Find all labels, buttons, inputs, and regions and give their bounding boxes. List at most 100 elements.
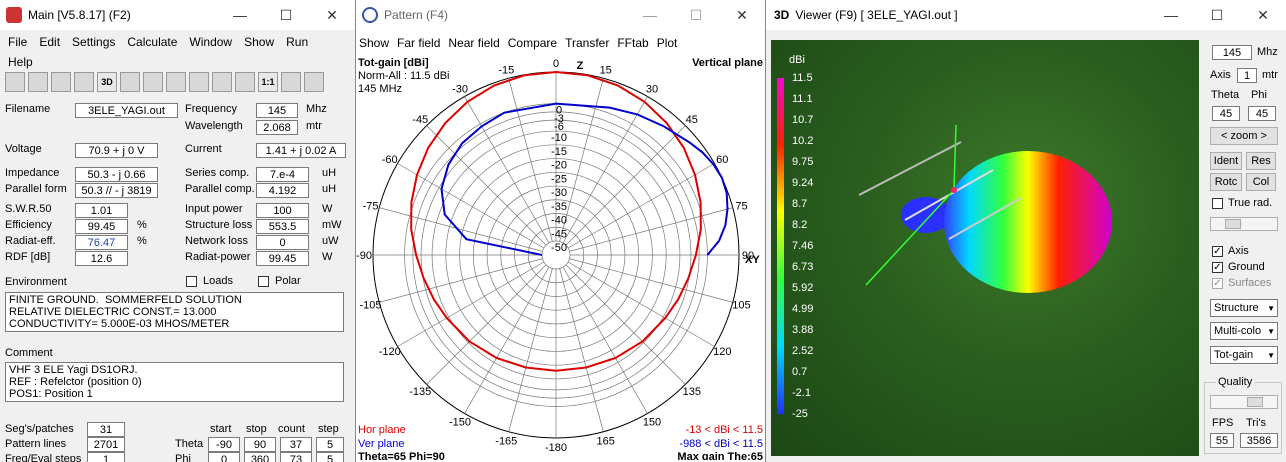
ident-button[interactable]: Ident bbox=[1210, 152, 1242, 170]
minimize-button[interactable]: — bbox=[233, 7, 247, 23]
menu-calculate[interactable]: Calculate bbox=[127, 35, 178, 49]
scale-label: 2.52 bbox=[792, 345, 814, 357]
ring-label: -35 bbox=[551, 201, 567, 213]
gain-type-select[interactable]: Tot-gain ▼ bbox=[1210, 346, 1278, 364]
close-button[interactable]: ✕ bbox=[326, 6, 338, 23]
quality-slider[interactable] bbox=[1210, 395, 1278, 409]
phi-count[interactable]: 73 bbox=[280, 452, 312, 462]
pattern-minimize-button[interactable]: — bbox=[643, 7, 657, 23]
pattern-maximize-button[interactable]: ☐ bbox=[689, 6, 703, 23]
true-rad-checkbox[interactable] bbox=[1212, 198, 1223, 209]
angle-label: -45 bbox=[412, 114, 428, 126]
menu-show[interactable]: Show bbox=[244, 35, 275, 49]
filename-field[interactable]: 3ELE_YAGI.out bbox=[75, 103, 178, 118]
loads-checkbox[interactable] bbox=[186, 276, 197, 287]
menu-near-field[interactable]: Near field bbox=[448, 36, 500, 50]
maximize-button[interactable]: ☐ bbox=[279, 6, 293, 23]
menu-settings[interactable]: Settings bbox=[72, 35, 116, 49]
menu-plot[interactable]: Plot bbox=[656, 36, 678, 50]
ground-checkbox[interactable]: ✓ bbox=[1212, 262, 1223, 273]
radiat-power-field: 99.45 bbox=[256, 251, 309, 266]
toolbar-1-1-button[interactable]: 1:1 bbox=[258, 72, 278, 92]
zoom-label: zoom bbox=[1230, 130, 1258, 142]
pattern-lines-field[interactable]: 2701 bbox=[87, 437, 125, 452]
angle-spoke bbox=[397, 163, 545, 249]
copy-icon[interactable] bbox=[28, 72, 48, 92]
radiat-power-unit: W bbox=[322, 251, 333, 263]
pattern-close-button[interactable]: ✕ bbox=[736, 6, 748, 23]
theta-step[interactable]: 5 bbox=[316, 437, 344, 452]
col-button[interactable]: Col bbox=[1246, 173, 1276, 191]
book-icon[interactable] bbox=[281, 72, 301, 92]
structure-select[interactable]: Structure ▼ bbox=[1210, 299, 1278, 317]
angle-spoke bbox=[567, 163, 715, 249]
pattern-app-icon bbox=[362, 7, 378, 23]
zoom-control[interactable]: < zoom > bbox=[1210, 127, 1278, 145]
series-comp-unit: uH bbox=[322, 167, 337, 179]
viewer-title: Viewer (F9) [ 3ELE_YAGI.out ] bbox=[795, 8, 958, 22]
radiat-eff-field: 76.47 bbox=[75, 235, 128, 250]
menu-edit[interactable]: Edit bbox=[39, 35, 61, 49]
target-icon[interactable] bbox=[166, 72, 186, 92]
viewer-close-button[interactable]: ✕ bbox=[1257, 6, 1269, 23]
bulb-icon[interactable] bbox=[51, 72, 71, 92]
ruler-icon[interactable] bbox=[235, 72, 255, 92]
menu-file[interactable]: File bbox=[8, 35, 28, 49]
viewer-slider-1[interactable] bbox=[1210, 217, 1278, 231]
surfaces-checkbox[interactable]: ✓ bbox=[1212, 278, 1223, 289]
menu-help[interactable]: Help bbox=[8, 55, 33, 69]
globe-icon[interactable] bbox=[120, 72, 140, 92]
menu-transfer[interactable]: Transfer bbox=[565, 36, 610, 50]
calc-icon[interactable] bbox=[212, 72, 232, 92]
zoom-out-icon[interactable]: < bbox=[1221, 130, 1228, 142]
viewer-canvas[interactable]: dBi 11.5 11.1 10.7 10.2 9.75 9.24 8.7 8.2 7.46 6.… bbox=[771, 40, 1199, 456]
stop-header: stop bbox=[246, 423, 267, 435]
menu-compare[interactable]: Compare bbox=[507, 36, 558, 50]
menu-far-field[interactable]: Far field bbox=[397, 36, 441, 50]
viewer-maximize-button[interactable]: ☐ bbox=[1210, 6, 1224, 23]
frequency-field[interactable]: 145 bbox=[256, 103, 298, 118]
phi-step[interactable]: 5 bbox=[316, 452, 344, 462]
cube-icon[interactable] bbox=[74, 72, 94, 92]
polar-checkbox[interactable] bbox=[258, 276, 269, 287]
color-mode-select[interactable]: Multi-colo ▼ bbox=[1210, 322, 1278, 340]
main-titlebar: Main [V5.8.17] (F2) — ☐ ✕ bbox=[0, 0, 355, 30]
menu-fftab[interactable]: FFtab bbox=[617, 36, 649, 50]
viewer-theta-field[interactable]: 45 bbox=[1212, 106, 1240, 121]
chart-icon[interactable] bbox=[189, 72, 209, 92]
theta-start[interactable]: -90 bbox=[208, 437, 240, 452]
theta-label: Theta bbox=[175, 438, 204, 450]
angle-label: 30 bbox=[646, 84, 658, 96]
angle-spoke bbox=[569, 207, 733, 252]
axis-checkbox[interactable]: ✓ bbox=[1212, 246, 1223, 257]
phi-stop[interactable]: 360 bbox=[244, 452, 276, 462]
viewer-axis-field[interactable]: 1 bbox=[1237, 68, 1257, 83]
open-icon[interactable] bbox=[5, 72, 25, 92]
viewer-phi-field[interactable]: 45 bbox=[1248, 106, 1276, 121]
freq-steps-field[interactable]: 1 bbox=[87, 452, 125, 462]
res-button[interactable]: Res bbox=[1246, 152, 1276, 170]
toolbar-3D-button[interactable]: 3D bbox=[97, 72, 117, 92]
menu-run[interactable]: Run bbox=[286, 35, 309, 49]
viewer-freq-field[interactable]: 145 bbox=[1212, 45, 1252, 60]
grid-icon[interactable] bbox=[143, 72, 163, 92]
theta-stop[interactable]: 90 bbox=[244, 437, 276, 452]
angle-label: -120 bbox=[379, 346, 401, 358]
rotc-button[interactable]: Rotc bbox=[1210, 173, 1242, 191]
color-mode-select-value: Multi-colo bbox=[1214, 325, 1262, 337]
scale-label: 11.1 bbox=[792, 93, 813, 105]
network-loss-label: Network loss bbox=[185, 235, 248, 247]
angle-spoke bbox=[426, 264, 547, 385]
viewer-minimize-button[interactable]: — bbox=[1164, 7, 1178, 23]
segs-field[interactable]: 31 bbox=[87, 422, 125, 437]
environment-text[interactable]: FINITE GROUND. SOMMERFELD SOLUTION RELAT… bbox=[5, 292, 344, 332]
menu-window[interactable]: Window bbox=[189, 35, 233, 49]
angle-label: 120 bbox=[713, 346, 731, 358]
theta-count[interactable]: 37 bbox=[280, 437, 312, 452]
pattern-menu: Show Far field Near field Compare Transf… bbox=[356, 33, 765, 53]
help-icon[interactable] bbox=[304, 72, 324, 92]
phi-start[interactable]: 0 bbox=[208, 452, 240, 462]
menu-show-pattern[interactable]: Show bbox=[359, 36, 390, 50]
comment-text[interactable]: VHF 3 ELE Yagi DS1ORJ. REF : Refelctor (… bbox=[5, 362, 344, 402]
zoom-in-icon[interactable]: > bbox=[1260, 130, 1267, 142]
